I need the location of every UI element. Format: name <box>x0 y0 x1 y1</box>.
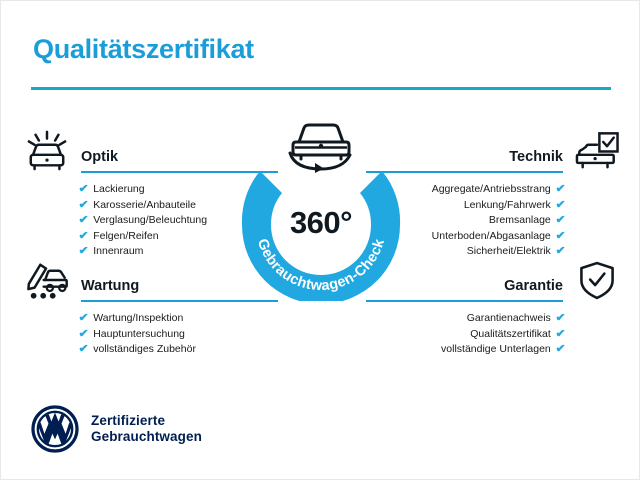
section-title-wartung: Wartung <box>81 278 140 294</box>
volkswagen-logo-icon <box>31 405 79 453</box>
list-item-label: Aggregate/Antriebsstrang <box>431 183 551 195</box>
section-underline <box>366 300 563 302</box>
list-item: ✔ Karosserie/Anbauteile <box>79 198 278 214</box>
list-item-label: Lenkung/Fahrwerk <box>463 198 551 211</box>
section-underline <box>81 300 278 302</box>
checklist-optik: ✔ Lackierung ✔ Karosserie/Anbauteile ✔ Verg… <box>23 182 278 260</box>
list-item-label: Unterboden/Abgasanlage <box>431 229 551 242</box>
check-icon: ✔ <box>78 198 89 211</box>
check-icon: ✔ <box>78 183 89 195</box>
service-pen-car-icon <box>23 258 71 302</box>
section-title-technik: Technik <box>509 149 563 165</box>
list-item-label: vollständiges Zubehör <box>93 343 196 355</box>
check-icon: ✔ <box>555 245 566 257</box>
title-divider <box>31 87 611 90</box>
section-title-optik: Optik <box>81 149 119 165</box>
section-underline <box>366 171 563 173</box>
list-item-label: Karosserie/Anbauteile <box>93 198 196 211</box>
list-item: ✔ Hauptuntersuchung <box>79 327 278 343</box>
car-rotate-360-icon <box>279 115 363 177</box>
vw-brand-line-1: Zertifizierte <box>91 412 166 428</box>
checklist-garantie: ✔ Garantienachweis ✔ Qualitätszertifikat ✔… <box>366 311 621 358</box>
list-item: ✔ Unterboden/Abgasanlage <box>366 229 566 245</box>
list-item-label: Hauptuntersuchung <box>93 327 185 340</box>
list-item: ✔ Innenraum <box>79 244 278 260</box>
car-checkbox-icon <box>573 129 621 173</box>
list-item-label: Lackierung <box>93 183 145 195</box>
check-icon: ✔ <box>555 214 566 226</box>
list-item: ✔ vollständiges Zubehör <box>79 342 278 358</box>
check-icon: ✔ <box>555 198 566 211</box>
check-icon: ✔ <box>555 312 566 324</box>
section-underline <box>81 171 278 173</box>
section-optik: Optik ✔ Lackierung ✔ Karosserie/Anbauteile… <box>23 127 278 260</box>
check-icon: ✔ <box>555 229 566 242</box>
check-icon: ✔ <box>78 245 89 257</box>
list-item: ✔ Aggregate/Antriebsstrang <box>366 182 566 198</box>
shield-check-icon <box>573 258 621 302</box>
check-icon: ✔ <box>78 343 89 355</box>
page-title: Qualitätszertifikat <box>33 34 254 64</box>
list-item: ✔ Bremsanlage <box>366 213 566 229</box>
section-technik: Technik ✔ Aggregate/Antriebsstrang ✔ Lenku… <box>366 127 621 260</box>
check-icon: ✔ <box>555 183 566 195</box>
list-item: ✔ Lackierung <box>79 182 278 198</box>
section-garantie: Garantie ✔ Garantienachweis ✔ Qualitätszer… <box>366 256 621 358</box>
check-icon: ✔ <box>78 214 89 226</box>
list-item-label: Felgen/Reifen <box>93 229 159 242</box>
badge-center-label: 360° <box>289 205 353 240</box>
list-item-label: Wartung/Inspektion <box>93 312 184 324</box>
list-item-label: Verglasung/Beleuchtung <box>93 214 208 226</box>
list-item: ✔ Qualitätszertifikat <box>366 327 565 343</box>
badge-360-gebrauchtwagen-check: Gebrauchtwagen-Check 360° <box>232 123 410 304</box>
check-icon: ✔ <box>78 312 89 324</box>
vw-brand-text: Zertifizierte Gebrauchtwagen <box>91 413 202 446</box>
section-wartung: Wartung ✔ Wartung/Inspektion ✔ Hauptunters… <box>23 256 278 358</box>
list-item: ✔ Verglasung/Beleuchtung <box>79 213 278 229</box>
list-item: ✔ Garantienachweis <box>366 311 566 327</box>
list-item: ✔ Sicherheit/Elektrik <box>366 244 566 260</box>
badge-ring: Gebrauchtwagen-Check <box>241 171 401 304</box>
check-icon: ✔ <box>78 327 89 340</box>
list-item-label: Innenraum <box>93 245 144 257</box>
checklist-technik: ✔ Aggregate/Antriebsstrang ✔ Lenkung/Fahrw… <box>366 182 621 260</box>
check-icon: ✔ <box>78 229 89 242</box>
check-icon: ✔ <box>555 327 566 340</box>
check-icon: ✔ <box>555 343 566 355</box>
section-title-garantie: Garantie <box>504 278 563 294</box>
car-front-shine-icon <box>23 129 71 173</box>
list-item: ✔ vollständige Unterlagen <box>366 342 565 358</box>
list-item-label: Qualitätszertifikat <box>470 327 551 340</box>
list-item-label: Sicherheit/Elektrik <box>466 245 551 257</box>
list-item: ✔ Felgen/Reifen <box>79 229 278 245</box>
list-item: ✔ Lenkung/Fahrwerk <box>366 198 566 214</box>
vw-brand-line-2: Gebrauchtwagen <box>91 429 202 444</box>
vw-brand-lockup: Zertifizierte Gebrauchtwagen <box>31 405 202 453</box>
list-item-label: Garantienachweis <box>466 312 551 324</box>
list-item: ✔ Wartung/Inspektion <box>79 311 278 327</box>
list-item-label: vollständige Unterlagen <box>441 343 551 355</box>
list-item-label: Bremsanlage <box>488 214 551 226</box>
checklist-wartung: ✔ Wartung/Inspektion ✔ Hauptuntersuchung ✔… <box>23 311 278 358</box>
